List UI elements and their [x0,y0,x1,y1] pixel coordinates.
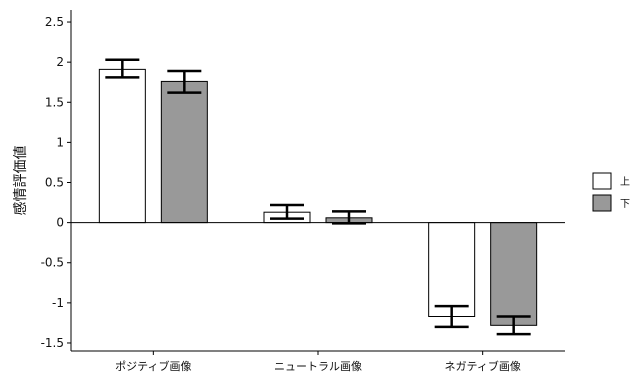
x-category-label: ポジティブ画像 [115,359,191,373]
bar [160,80,208,224]
y-tick-label: 0.5 [45,176,64,190]
x-category-label: ネガティブ画像 [444,359,520,373]
y-tick-label: 1.5 [45,95,64,109]
bar [490,222,538,326]
y-tick-label: -1.5 [41,336,64,350]
x-axis: ポジティブ画像 ニュートラル画像 ネガティブ画像 [71,222,565,373]
x-category-label: ニュートラル画像 [274,360,362,373]
y-tick-label: -1 [52,296,64,310]
y-tick-label: 2 [56,55,64,69]
bar [98,68,146,224]
y-tick-label: 2.5 [45,15,64,29]
legend-swatch [592,172,612,190]
legend: 上下 [592,172,630,212]
y-axis-label: 感情評価値 [12,146,29,216]
y-tick-label: 0 [56,216,64,230]
y-tick-label: 1 [56,135,64,149]
legend-label: 下 [620,199,630,210]
y-tick-label: -0.5 [41,256,64,270]
legend-swatch [592,194,612,212]
legend-label: 上 [620,176,630,188]
error-bars [105,58,531,336]
bars [98,68,538,326]
y-axis: 2.5 2 1.5 1 0.5 0 -0.5 -1 -1.5 [41,10,72,351]
bar [428,222,476,317]
